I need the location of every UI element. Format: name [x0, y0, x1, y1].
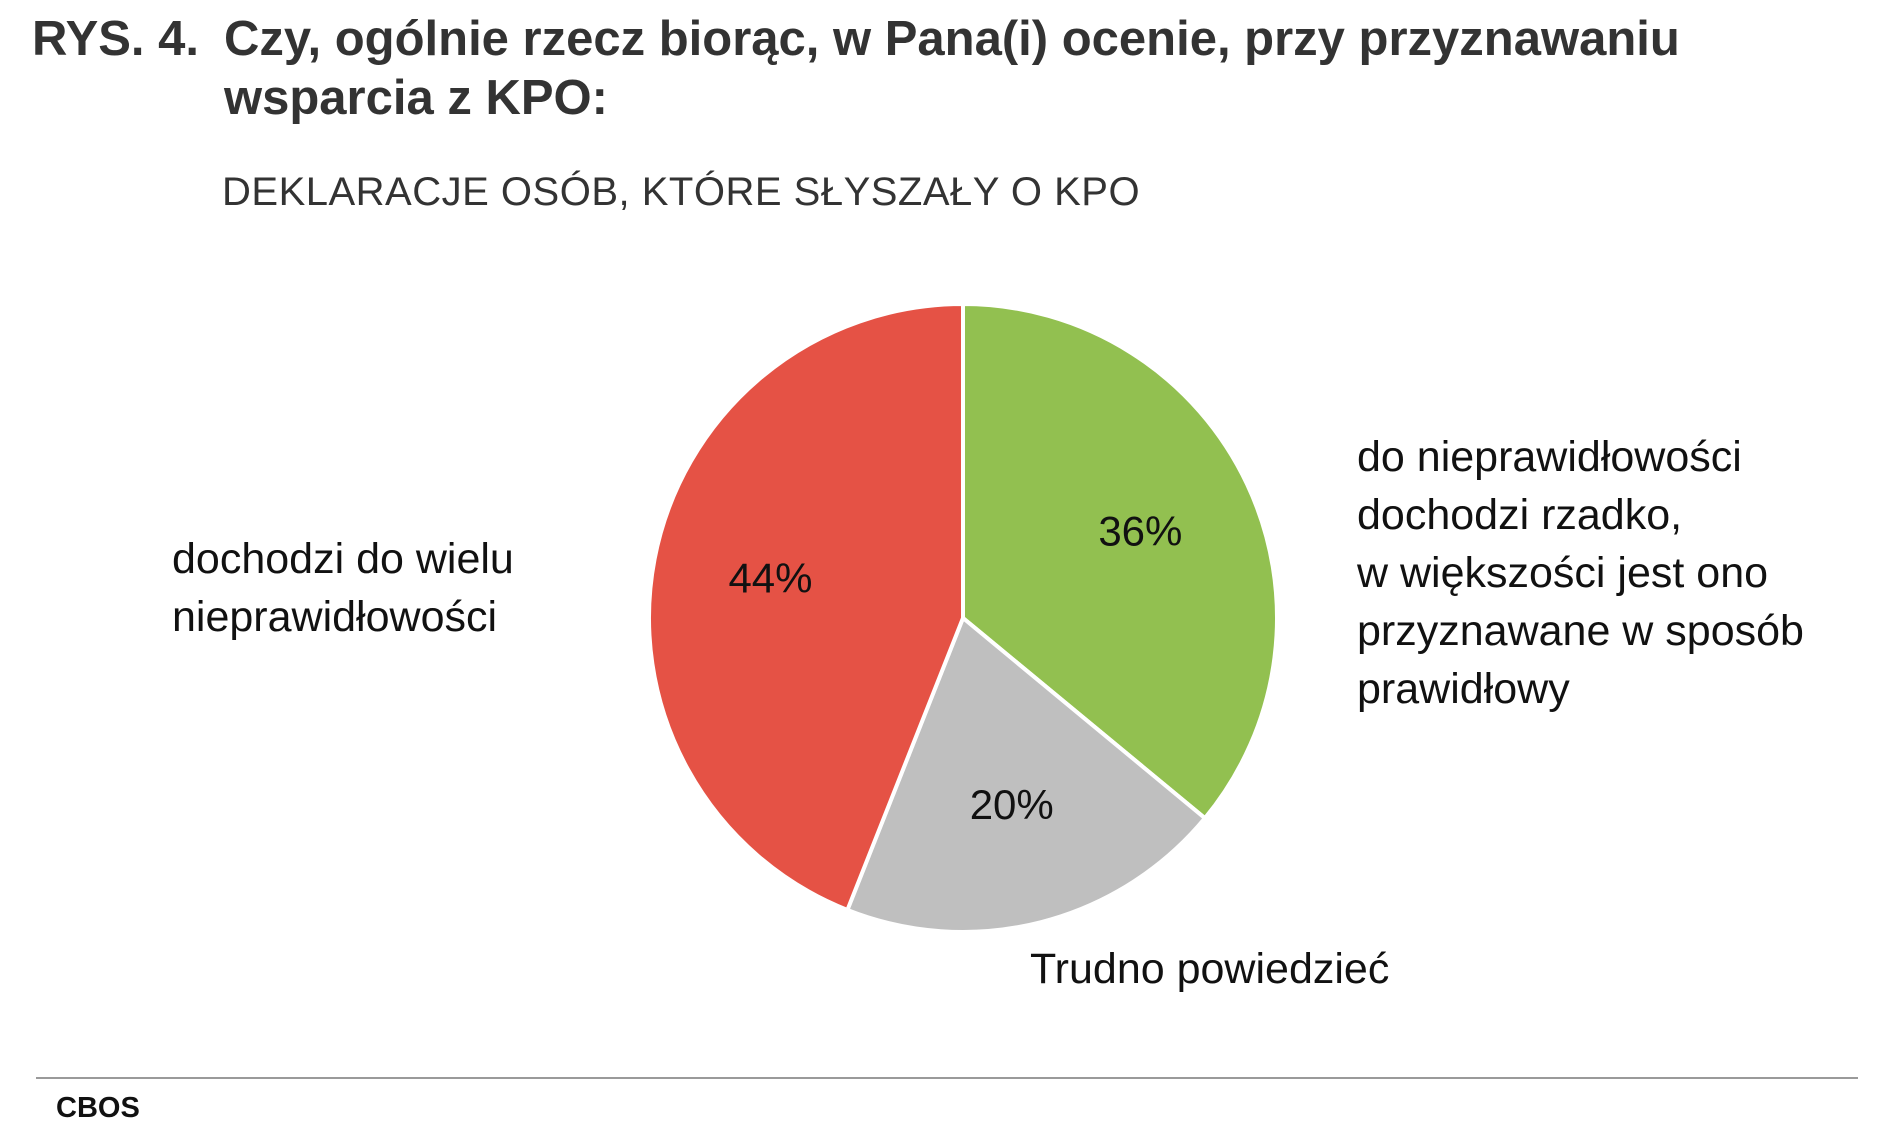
slice-label-hard-to-say: Trudno powiedzieć	[1030, 940, 1389, 998]
slice-rarely	[961, 302, 1279, 821]
pie-chart: 36% 20% 44%	[647, 302, 1279, 934]
title-text-1: Czy, ogólnie rzecz biorąc, w Pana(i) oce…	[224, 12, 1680, 66]
chart-title: RYS. 4. Czy, ogólnie rzecz biorąc, w Pana…	[32, 10, 1832, 128]
slice-label-many-irregularities: dochodzi do wielu nieprawidłowości	[172, 530, 514, 646]
slice-label-rarely: do nieprawidłowości dochodzi rzadko, w w…	[1357, 428, 1804, 718]
slice-many-irregularities	[647, 302, 965, 912]
slice-label-line: nieprawidłowości	[172, 593, 498, 641]
chart-subtitle: DEKLARACJE OSÓB, KTÓRE SŁYSZAŁY O KPO	[222, 170, 1141, 214]
slice-label-line: prawidłowy	[1357, 665, 1570, 713]
slice-label-line: przyznawane w sposób	[1357, 607, 1804, 655]
slice-value-label: 36%	[1098, 508, 1182, 555]
footer-divider	[36, 1077, 1858, 1079]
slice-label-line: do nieprawidłowości	[1357, 433, 1742, 481]
slice-label-line: w większości jest ono	[1357, 549, 1769, 597]
slice-label-line: dochodzi do wielu	[172, 535, 514, 583]
slice-label-line: Trudno powiedzieć	[1030, 945, 1390, 993]
source-label: CBOS	[56, 1092, 140, 1124]
slice-hard-to-say	[845, 616, 1207, 934]
slice-label-line: dochodzi rzadko,	[1357, 491, 1683, 539]
figure-number: RYS. 4.	[32, 12, 200, 66]
slice-value-label: 44%	[728, 554, 812, 601]
title-line-1: RYS. 4. Czy, ogólnie rzecz biorąc, w Pana…	[32, 10, 1832, 69]
slice-value-label: 20%	[970, 781, 1054, 828]
title-line-2: wsparcia z KPO:	[224, 71, 608, 125]
